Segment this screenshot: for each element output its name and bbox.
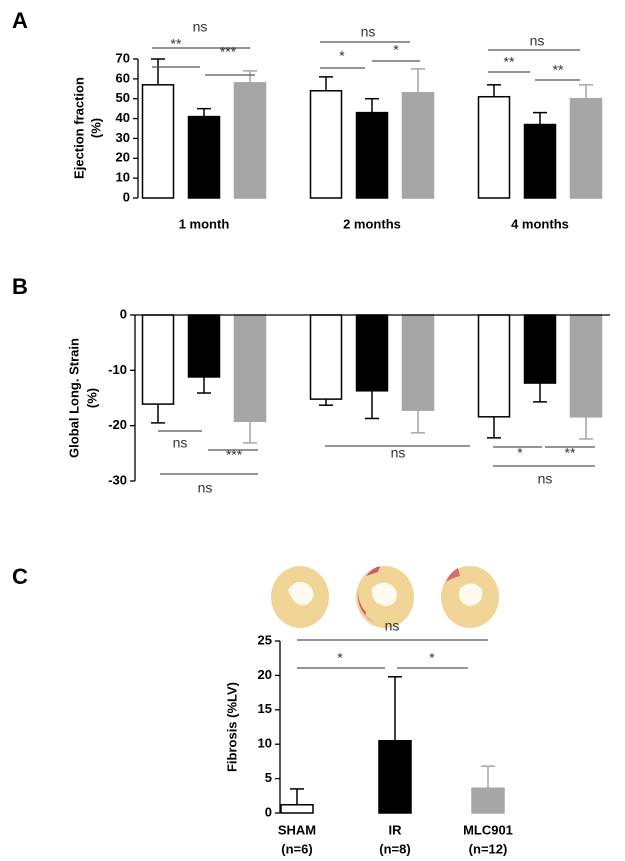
significance-label: * bbox=[339, 48, 345, 64]
bar bbox=[523, 123, 557, 199]
significance-label: ** bbox=[553, 62, 564, 78]
significance-label: * bbox=[517, 445, 523, 461]
significance-label: ns bbox=[193, 19, 208, 35]
panel-label: C bbox=[12, 564, 28, 589]
x-tick-label: 2 months bbox=[343, 216, 401, 231]
y-axis-label: Global Long. Strain bbox=[66, 338, 81, 458]
bar bbox=[569, 97, 603, 199]
x-tick-label: IR bbox=[389, 822, 403, 837]
x-tick-label: 1 month bbox=[179, 216, 230, 231]
heart-fibrosis bbox=[357, 566, 380, 622]
bar bbox=[309, 90, 343, 199]
significance-label: *** bbox=[220, 44, 237, 60]
panel-label: B bbox=[12, 274, 28, 299]
heart-lumen bbox=[288, 581, 314, 606]
y-tick-label: -20 bbox=[108, 417, 127, 432]
x-tick-note: (n=6) bbox=[281, 841, 312, 856]
y-tick-label: 0 bbox=[120, 306, 127, 321]
heart-lumen bbox=[459, 583, 483, 606]
significance-label: * bbox=[429, 650, 435, 666]
y-tick-label: 5 bbox=[265, 770, 272, 785]
bar bbox=[471, 787, 505, 814]
bar bbox=[477, 314, 511, 418]
y-tick-label: 20 bbox=[116, 150, 130, 165]
significance-label: ** bbox=[504, 54, 515, 70]
significance-label: ** bbox=[565, 445, 576, 461]
y-tick-label: 15 bbox=[258, 701, 272, 716]
y-axis-label: (%) bbox=[88, 118, 103, 138]
y-tick-label: 10 bbox=[258, 736, 272, 751]
bar bbox=[233, 82, 267, 199]
significance-label: ns bbox=[385, 618, 400, 634]
significance-label: *** bbox=[226, 447, 243, 463]
bar bbox=[141, 84, 175, 199]
x-tick-note: (n=8) bbox=[379, 841, 410, 856]
y-tick-label: 20 bbox=[258, 667, 272, 682]
bar bbox=[355, 314, 389, 392]
bar bbox=[309, 314, 343, 400]
bar bbox=[401, 314, 435, 411]
bar bbox=[401, 92, 435, 199]
bar bbox=[187, 115, 221, 199]
significance-label: ns bbox=[361, 24, 376, 40]
bar bbox=[569, 314, 603, 418]
y-tick-label: 60 bbox=[116, 70, 130, 85]
panel-label: A bbox=[12, 8, 28, 33]
y-axis-label: Ejection fraction bbox=[71, 77, 86, 179]
y-tick-label: 30 bbox=[116, 130, 130, 145]
y-axis-label: (%) bbox=[84, 388, 99, 408]
y-tick-label: 10 bbox=[116, 170, 130, 185]
significance-label: * bbox=[393, 42, 399, 58]
heart-lumen bbox=[371, 582, 397, 606]
significance-label: ns bbox=[391, 445, 406, 461]
x-tick-label: 4 months bbox=[511, 216, 569, 231]
significance-label: ns bbox=[538, 471, 553, 487]
heart-fibrosis bbox=[446, 568, 460, 582]
x-tick-note: (n=12) bbox=[469, 841, 508, 856]
y-tick-label: 25 bbox=[258, 632, 272, 647]
y-tick-label: 70 bbox=[116, 50, 130, 65]
bar bbox=[355, 111, 389, 199]
bar bbox=[477, 95, 511, 199]
x-tick-label: MLC901 bbox=[463, 822, 513, 837]
significance-label: * bbox=[337, 650, 343, 666]
bar bbox=[233, 314, 267, 422]
significance-label: ns bbox=[173, 435, 188, 451]
y-tick-label: -30 bbox=[108, 472, 127, 487]
bar bbox=[280, 803, 314, 814]
y-tick-label: 50 bbox=[116, 90, 130, 105]
y-tick-label: 40 bbox=[116, 110, 130, 125]
y-tick-label: 0 bbox=[265, 804, 272, 819]
y-axis-label: Fibrosis (%LV) bbox=[224, 682, 239, 772]
significance-label: ns bbox=[198, 480, 213, 496]
bar bbox=[378, 740, 412, 814]
bar bbox=[187, 314, 221, 378]
significance-label: ** bbox=[171, 36, 182, 52]
heart-sections bbox=[271, 566, 499, 628]
y-tick-label: -10 bbox=[108, 362, 127, 377]
bar bbox=[141, 314, 175, 405]
x-tick-label: SHAM bbox=[278, 822, 316, 837]
y-tick-label: 0 bbox=[123, 189, 130, 204]
bar bbox=[523, 314, 557, 384]
significance-label: ns bbox=[530, 33, 545, 49]
